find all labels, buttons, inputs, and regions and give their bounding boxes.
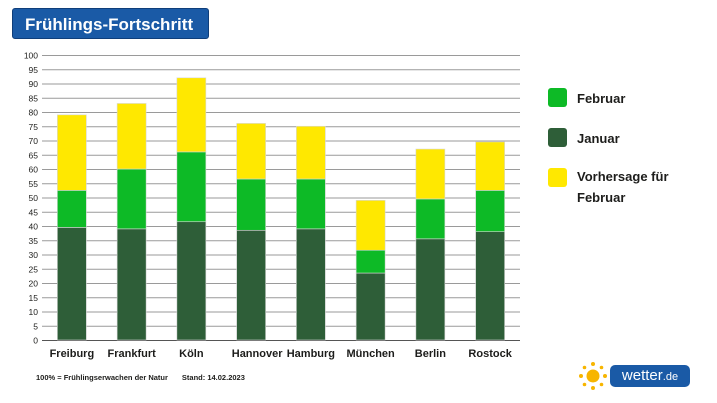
y-tick-label: 10 bbox=[29, 307, 39, 317]
y-tick-label: 20 bbox=[29, 279, 39, 289]
y-tick-label: 5 bbox=[33, 321, 38, 331]
bar-Rostock-1 bbox=[475, 190, 505, 233]
legend-swatch-vorhersage bbox=[548, 168, 567, 187]
bar-Berlin-0 bbox=[415, 238, 446, 341]
bar-Rostock-0 bbox=[475, 231, 505, 341]
bar-Rostock-2 bbox=[475, 141, 505, 191]
x-tick-label: Köln bbox=[179, 348, 204, 360]
y-tick-label: 35 bbox=[29, 236, 39, 246]
bar-Frankfurt-1 bbox=[116, 168, 147, 230]
x-tick-label: Frankfurt bbox=[107, 348, 156, 360]
x-tick-label: Rostock bbox=[468, 348, 512, 360]
bar-Hannover-0 bbox=[236, 229, 266, 341]
y-tick-label: 45 bbox=[29, 207, 39, 217]
legend-label-januar: Januar bbox=[577, 131, 620, 146]
bar-Berlin-2 bbox=[415, 148, 446, 200]
bar-Berlin-1 bbox=[415, 198, 446, 240]
logo-tld: .de bbox=[662, 371, 679, 383]
bar-Hamburg-2 bbox=[296, 125, 326, 180]
x-tick-label: Hamburg bbox=[287, 348, 335, 360]
bar-München-2 bbox=[355, 200, 386, 251]
x-tick-label: Freiburg bbox=[50, 348, 95, 360]
y-tick-label: 40 bbox=[29, 222, 39, 232]
bar-Köln-1 bbox=[176, 151, 207, 223]
footnote-definition: 100% = Frühlingserwachen der Natur bbox=[36, 373, 168, 382]
y-tick-label: 75 bbox=[29, 122, 39, 132]
bar-Freiburg-0 bbox=[57, 227, 87, 341]
footnote: 100% = Frühlingserwachen der Natur Stand:… bbox=[36, 373, 245, 382]
y-tick-label: 70 bbox=[29, 136, 39, 146]
y-tick-label: 85 bbox=[29, 93, 39, 103]
bar-Frankfurt-0 bbox=[116, 228, 147, 341]
bar-Köln-2 bbox=[176, 77, 207, 153]
bar-Frankfurt-2 bbox=[116, 103, 147, 170]
wetter-logo[interactable]: wetter.de bbox=[578, 361, 692, 391]
x-tick-label: Hannover bbox=[232, 348, 283, 360]
legend-item-vorhersage: Vorhersage für Februar bbox=[548, 166, 697, 208]
y-tick-label: 50 bbox=[29, 193, 39, 203]
y-tick-label: 15 bbox=[29, 293, 39, 303]
bar-Köln-0 bbox=[176, 221, 207, 341]
y-tick-label: 90 bbox=[29, 79, 39, 89]
y-tick-label: 0 bbox=[33, 336, 38, 346]
x-tick-label: Berlin bbox=[415, 348, 446, 360]
y-tick-label: 100 bbox=[24, 51, 38, 61]
y-tick-label: 30 bbox=[29, 250, 39, 260]
footnote-date: Stand: 14.02.2023 bbox=[181, 373, 245, 382]
legend-label-februar: Februar bbox=[577, 91, 626, 106]
y-tick-label: 25 bbox=[29, 264, 39, 274]
legend-swatch-januar bbox=[548, 128, 567, 147]
logo-name: wetter bbox=[621, 367, 663, 384]
bar-Hannover-2 bbox=[236, 123, 266, 180]
bar-Hamburg-1 bbox=[296, 178, 326, 230]
sun-icon bbox=[579, 362, 607, 390]
bar-Hannover-1 bbox=[236, 178, 266, 231]
legend-swatch-februar bbox=[548, 88, 567, 107]
logo-wordmark: wetter.de bbox=[610, 365, 690, 387]
bar-Hamburg-0 bbox=[296, 228, 326, 341]
bar-Freiburg-1 bbox=[57, 190, 87, 228]
bar-München-1 bbox=[355, 249, 386, 274]
y-tick-label: 65 bbox=[29, 150, 39, 160]
bar-Freiburg-2 bbox=[57, 114, 87, 191]
legend-item-januar: Januar bbox=[548, 128, 697, 149]
legend-label-vorhersage: Vorhersage für Februar bbox=[577, 169, 669, 205]
y-tick-label: 80 bbox=[29, 108, 39, 118]
x-tick-label: München bbox=[346, 348, 395, 360]
legend-item-februar: Februar bbox=[548, 88, 697, 109]
bar-München-0 bbox=[355, 272, 386, 341]
y-tick-label: 95 bbox=[29, 65, 39, 75]
chart-title: Frühlings-Fortschritt bbox=[12, 8, 209, 39]
y-tick-label: 55 bbox=[29, 179, 39, 189]
y-tick-label: 60 bbox=[29, 165, 39, 175]
